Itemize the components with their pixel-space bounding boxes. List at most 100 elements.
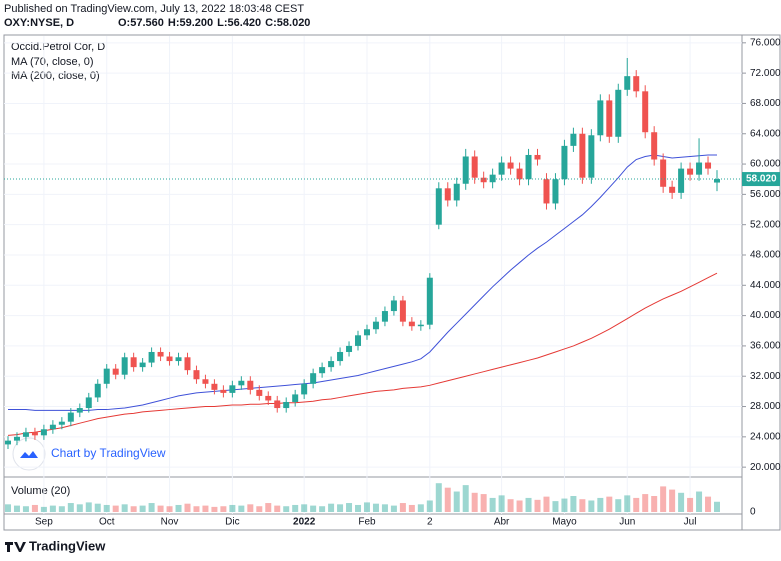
candle-body xyxy=(274,400,281,409)
volume-bar xyxy=(94,503,101,512)
volume-bar xyxy=(31,504,38,512)
legend-ma70: MA (70, close, 0) xyxy=(11,56,94,68)
legend-ma200: MA (200, close, 0) xyxy=(11,70,100,82)
candle-body xyxy=(687,168,694,175)
volume-bar xyxy=(390,505,397,512)
y-tick-label: 56.000 xyxy=(750,189,781,200)
volume-bar xyxy=(283,506,290,512)
volume-bar xyxy=(651,496,658,512)
y-tick-label: 20.000 xyxy=(750,462,781,473)
candle-body xyxy=(651,132,658,160)
candle-body xyxy=(615,89,622,137)
footer-logo: TradingView xyxy=(5,538,106,553)
candle-body xyxy=(525,154,532,180)
candle-body xyxy=(139,362,146,368)
volume-bar xyxy=(570,496,577,512)
ohlc-value: O:57.560 xyxy=(118,17,164,29)
volume-bar xyxy=(211,506,218,512)
candle-body xyxy=(49,424,56,430)
volume-bar xyxy=(58,506,65,512)
candle-body xyxy=(346,345,353,352)
candle-body xyxy=(112,368,119,375)
watermark-icon xyxy=(20,451,38,458)
volume-bar xyxy=(202,505,209,512)
volume-bar xyxy=(642,494,649,512)
candle-body xyxy=(543,179,550,204)
last-price-box xyxy=(742,172,780,187)
volume-bar xyxy=(516,500,523,512)
candle-body xyxy=(408,321,415,327)
x-tick-label: 2 xyxy=(427,517,433,528)
volume-bar xyxy=(615,499,622,512)
candle-body xyxy=(283,401,290,409)
volume-bar xyxy=(49,505,56,512)
x-tick-label: Oct xyxy=(99,517,115,528)
footer-icon xyxy=(5,542,26,552)
volume-bar xyxy=(148,503,155,512)
volume-bar xyxy=(13,505,20,512)
candle-body xyxy=(22,432,29,437)
candle-body xyxy=(435,188,442,225)
candle-body xyxy=(319,367,326,374)
candle-body xyxy=(660,159,667,187)
candle-body xyxy=(417,324,424,327)
volume-bar xyxy=(381,504,388,512)
volume-bar xyxy=(346,503,353,512)
candle-body xyxy=(669,186,676,193)
candle-body xyxy=(229,385,236,393)
candle-body xyxy=(480,177,487,183)
y-tick-label: 44.000 xyxy=(750,280,781,291)
candle-body xyxy=(453,183,460,201)
volume-bar xyxy=(166,506,173,512)
candle-body xyxy=(624,76,631,90)
x-tick-label: Dic xyxy=(225,517,239,528)
ohlc-value: H:59.200 xyxy=(168,17,213,29)
y-tick-label: 72.000 xyxy=(750,68,781,79)
symbol: OXY:NYSE, D xyxy=(4,17,74,29)
candle-body xyxy=(426,277,433,325)
y-tick-label: 32.000 xyxy=(750,371,781,382)
candle-body xyxy=(489,174,496,183)
volume-bar xyxy=(157,505,164,512)
candle-body xyxy=(247,380,254,390)
candle-body xyxy=(337,351,344,362)
volume-bar xyxy=(76,504,83,512)
candle-body xyxy=(130,357,137,368)
volume-bar xyxy=(669,489,676,512)
candle-body xyxy=(696,162,703,175)
x-tick-label: Jun xyxy=(619,517,635,528)
x-tick-label: Sep xyxy=(35,517,53,528)
volume-bar xyxy=(633,497,640,512)
volume-bar xyxy=(489,497,496,512)
volume-bar xyxy=(139,505,146,512)
candle-body xyxy=(642,91,649,133)
candle-body xyxy=(597,100,604,136)
candle-body xyxy=(67,412,74,422)
volume-bar xyxy=(462,485,469,512)
y-tick-label: 68.000 xyxy=(750,98,781,109)
volume-bar xyxy=(238,505,245,512)
volume-bar xyxy=(597,497,604,512)
volume-bar xyxy=(85,502,92,512)
volume-bar xyxy=(624,495,631,512)
y-tick-label: 52.000 xyxy=(750,219,781,230)
ohlc-value: C:58.020 xyxy=(265,17,310,29)
x-tick-label: 2022 xyxy=(293,517,316,528)
footer-brand: TradingView xyxy=(29,538,106,553)
candle-body xyxy=(211,383,218,390)
volume-bar xyxy=(705,496,712,512)
candle-body xyxy=(292,394,299,402)
candle-body xyxy=(471,156,478,178)
candle-body xyxy=(265,395,272,401)
candle-body xyxy=(355,335,362,346)
volume-bar xyxy=(265,503,272,512)
last-price-label: 58.020 xyxy=(746,174,777,185)
volume-bar xyxy=(417,504,424,512)
volume-bar xyxy=(229,504,236,512)
candle-body xyxy=(238,380,245,386)
volume-bar xyxy=(193,506,200,512)
volume-bar xyxy=(103,504,110,512)
candle-body xyxy=(166,356,173,362)
candle-body xyxy=(328,361,335,368)
